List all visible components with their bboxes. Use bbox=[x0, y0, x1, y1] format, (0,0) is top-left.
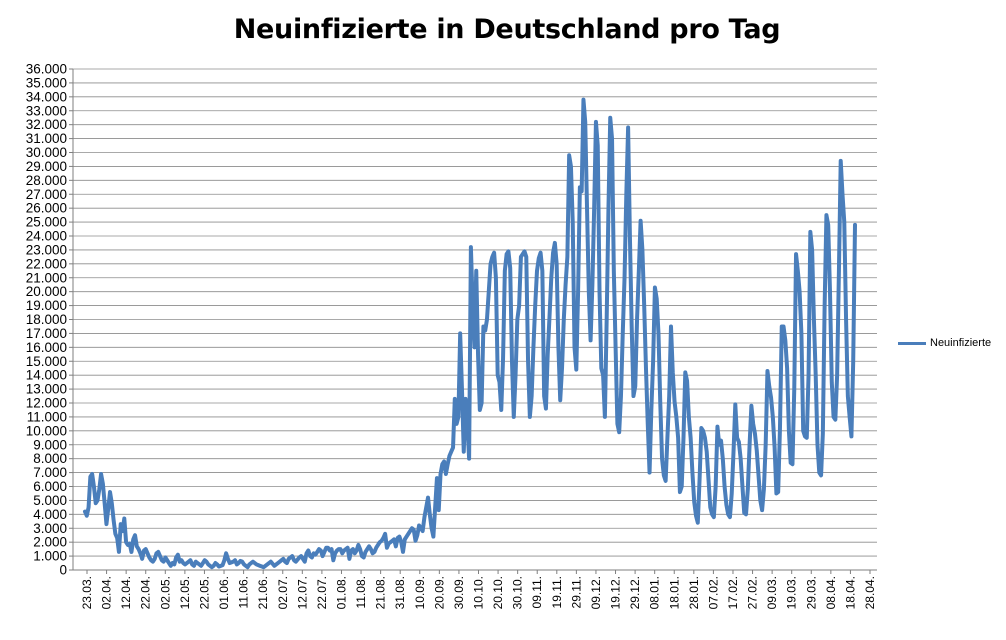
y-tick-label: 24.000 bbox=[26, 229, 67, 244]
y-tick-label: 15.000 bbox=[26, 354, 67, 369]
x-tick-label: 22.07. bbox=[315, 576, 329, 609]
x-tick-label: 21.08. bbox=[374, 576, 388, 609]
x-tick-label: 11.06. bbox=[237, 576, 251, 608]
x-tick-label: 11.08. bbox=[354, 576, 368, 608]
y-tick-label: 27.000 bbox=[26, 187, 67, 202]
y-tick-label: 8.000 bbox=[33, 451, 67, 466]
x-tick-label: 31.08. bbox=[393, 576, 407, 609]
x-tick-label: 07.02. bbox=[706, 576, 720, 609]
x-tick-label: 29.03. bbox=[804, 576, 818, 609]
axes bbox=[69, 68, 877, 574]
x-tick-label: 28.04. bbox=[863, 576, 877, 609]
series-layer bbox=[83, 97, 857, 570]
x-tick-label: 19.03. bbox=[785, 576, 799, 609]
x-tick-label: 08.01. bbox=[648, 576, 662, 609]
y-tick-label: 21.000 bbox=[26, 270, 67, 285]
y-tick-label: 3.000 bbox=[33, 521, 67, 536]
x-tick-label: 10.10. bbox=[472, 576, 486, 609]
legend-swatch bbox=[898, 341, 926, 345]
y-tick-label: 10.000 bbox=[26, 423, 67, 438]
x-tick-label: 01.08. bbox=[334, 576, 348, 609]
x-tick-label: 09.12. bbox=[589, 576, 603, 609]
x-tick-label: 19.12. bbox=[609, 576, 623, 609]
x-tick-label: 22.04. bbox=[139, 576, 153, 609]
x-tick-label: 02.04. bbox=[100, 576, 114, 609]
chart-title: Neuinfizierte in Deutschland pro Tag bbox=[233, 14, 781, 45]
y-tick-label: 36.000 bbox=[26, 62, 67, 77]
y-tick-label: 9.000 bbox=[33, 437, 67, 452]
x-tick-label: 08.04. bbox=[824, 576, 838, 609]
x-tick-label: 28.01. bbox=[687, 576, 701, 609]
x-tick-label: 20.10. bbox=[491, 576, 505, 609]
y-tick-label: 1.000 bbox=[33, 549, 67, 564]
x-tick-label: 12.04. bbox=[119, 576, 133, 609]
y-tick-label: 0 bbox=[59, 563, 67, 578]
y-tick-label: 32.000 bbox=[26, 117, 67, 132]
x-tick-label: 02.07. bbox=[276, 576, 290, 609]
y-tick-label: 29.000 bbox=[26, 159, 67, 174]
series-line-neuinfizierte bbox=[83, 97, 857, 570]
x-tick-label: 10.09. bbox=[413, 576, 427, 609]
y-tick-labels: 01.0002.0003.0004.0005.0006.0007.0008.00… bbox=[26, 62, 67, 578]
y-tick-label: 6.000 bbox=[33, 479, 67, 494]
x-tick-label: 17.02. bbox=[726, 576, 740, 609]
x-tick-label: 02.05. bbox=[158, 576, 172, 609]
x-tick-label: 19.11. bbox=[550, 576, 564, 608]
x-tick-label: 29.11. bbox=[569, 576, 583, 608]
x-tick-label: 30.10. bbox=[511, 576, 525, 609]
y-tick-label: 12.000 bbox=[26, 396, 67, 411]
legend: Neuinfizierte bbox=[898, 337, 991, 349]
x-tick-labels: 23.03. 02.04. 12.04. 22.04. 02.05. 12.05. 22.0… bbox=[80, 576, 877, 609]
y-tick-label: 26.000 bbox=[26, 201, 67, 216]
x-tick-label: 18.01. bbox=[667, 576, 681, 609]
y-tick-label: 23.000 bbox=[26, 242, 67, 257]
y-tick-label: 16.000 bbox=[26, 340, 67, 355]
y-tick-label: 13.000 bbox=[26, 382, 67, 397]
y-tick-label: 4.000 bbox=[33, 507, 67, 522]
y-tick-label: 18.000 bbox=[26, 312, 67, 327]
x-tick-label: 21.06. bbox=[256, 576, 270, 609]
y-tick-label: 28.000 bbox=[26, 173, 67, 188]
x-tick-label: 27.02. bbox=[746, 576, 760, 609]
y-tick-label: 2.000 bbox=[33, 535, 67, 550]
x-tick-label: 09.11. bbox=[530, 576, 544, 608]
y-tick-label: 11.000 bbox=[27, 409, 67, 424]
y-tick-label: 7.000 bbox=[33, 465, 67, 480]
y-tick-label: 14.000 bbox=[26, 368, 67, 383]
y-tick-label: 19.000 bbox=[26, 298, 67, 313]
y-tick-label: 35.000 bbox=[26, 75, 67, 90]
x-tick-label: 12.05. bbox=[178, 576, 192, 609]
x-tick-label: 01.06. bbox=[217, 576, 231, 609]
y-tick-label: 20.000 bbox=[26, 284, 67, 299]
x-tick-label: 22.05. bbox=[197, 576, 211, 609]
x-tick-label: 30.09. bbox=[452, 576, 466, 609]
y-tick-label: 30.000 bbox=[26, 145, 67, 160]
x-tick-label: 29.12. bbox=[628, 576, 642, 609]
x-tick-label: 20.09. bbox=[432, 576, 446, 609]
y-tick-label: 17.000 bbox=[26, 326, 67, 341]
y-tick-label: 25.000 bbox=[26, 215, 67, 230]
y-tick-label: 22.000 bbox=[26, 256, 67, 271]
y-tick-label: 5.000 bbox=[33, 493, 67, 508]
legend-label: Neuinfizierte bbox=[930, 337, 992, 349]
x-tick-label: 12.07. bbox=[295, 576, 309, 609]
y-tick-label: 33.000 bbox=[26, 103, 67, 118]
x-tick-label: 18.04. bbox=[843, 576, 857, 609]
y-tick-label: 31.000 bbox=[26, 131, 67, 146]
gridlines bbox=[73, 68, 877, 557]
x-tick-label: 23.03. bbox=[80, 576, 94, 609]
y-tick-label: 34.000 bbox=[26, 89, 67, 104]
x-tick-label: 09.03. bbox=[765, 576, 779, 609]
